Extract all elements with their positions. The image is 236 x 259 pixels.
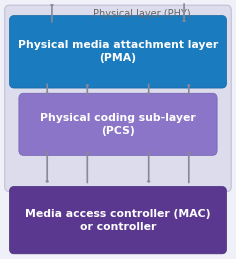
- FancyBboxPatch shape: [19, 93, 217, 155]
- Text: Physical media attachment layer
(PMA): Physical media attachment layer (PMA): [18, 40, 218, 63]
- FancyBboxPatch shape: [9, 186, 227, 254]
- FancyBboxPatch shape: [5, 5, 231, 192]
- Text: Media access controller (MAC)
or controller: Media access controller (MAC) or control…: [25, 208, 211, 232]
- Text: Physical layer (PHY): Physical layer (PHY): [93, 9, 190, 19]
- FancyBboxPatch shape: [9, 16, 227, 88]
- Text: Physical coding sub-layer
(PCS): Physical coding sub-layer (PCS): [40, 113, 196, 136]
